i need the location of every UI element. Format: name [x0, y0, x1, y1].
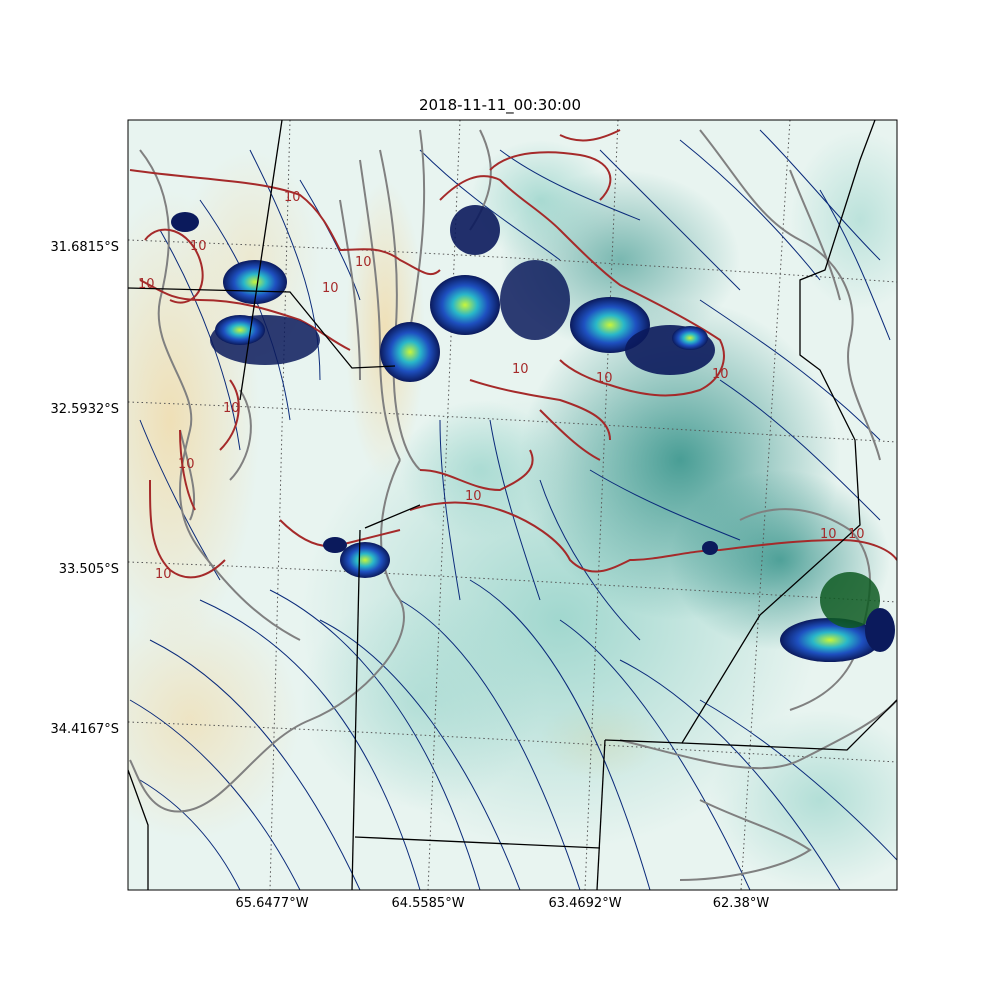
precip-cell [223, 260, 287, 304]
precip-cell [430, 275, 500, 335]
contour-label: 10 [848, 527, 865, 542]
contour-label: 10 [178, 457, 195, 472]
lat-label-3: 33.505°S [58, 562, 119, 577]
contour-label: 10 [465, 489, 482, 504]
lon-label-4: 62.38°W [712, 896, 770, 911]
lat-label-4: 34.4167°S [50, 722, 119, 737]
precip-cell [500, 260, 570, 340]
contour-label: 10 [355, 255, 372, 270]
streamlines [129, 129, 897, 890]
contour-label: 10 [155, 567, 172, 582]
contour-label: 10 [322, 281, 339, 296]
precip-cell [323, 537, 347, 553]
political-borders [128, 120, 897, 890]
precip-cell [702, 541, 718, 555]
lat-label-1: 31.6815°S [50, 240, 119, 255]
map-title: 2018-11-11_00:30:00 [418, 96, 582, 114]
lon-label-3: 63.4692°W [548, 896, 622, 911]
contour-label: 10 [820, 527, 837, 542]
precip-cell [865, 608, 895, 652]
precip-cell [380, 322, 440, 382]
map-frame [127, 119, 898, 891]
contour-label: 10 [284, 190, 301, 205]
contour-label: 10 [223, 401, 240, 416]
contour-label: 10 [512, 362, 529, 377]
precip-cell [780, 618, 880, 662]
contour-label: 10 [596, 371, 613, 386]
precip-cell [450, 205, 500, 255]
precip-cell [171, 212, 199, 232]
contour-label: 10 [712, 367, 729, 382]
map-field [128, 120, 897, 890]
precipitation-cells [171, 205, 895, 662]
lat-label-2: 32.5932°S [50, 402, 119, 417]
precip-cell [820, 572, 880, 628]
lon-label-2: 64.5585°W [391, 896, 465, 911]
precip-cell [215, 315, 265, 345]
lon-label-1: 65.6477°W [235, 896, 309, 911]
precip-cell [672, 326, 708, 350]
contour-label: 10 [190, 239, 207, 254]
precip-cell [340, 542, 390, 578]
red-contours [129, 129, 897, 579]
contour-label: 10 [138, 277, 155, 292]
contour-labels: 10 10 10 10 10 10 10 10 10 10 10 10 10 1… [138, 190, 865, 582]
